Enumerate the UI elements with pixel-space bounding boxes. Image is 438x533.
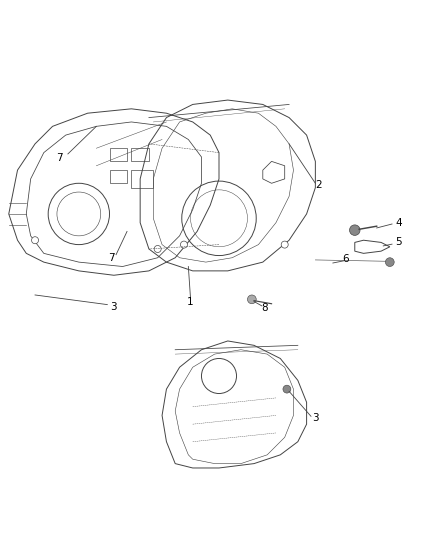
Text: 5: 5 bbox=[395, 237, 402, 247]
Text: 2: 2 bbox=[315, 181, 322, 190]
Text: 7: 7 bbox=[56, 153, 63, 163]
Text: 3: 3 bbox=[110, 302, 117, 312]
Circle shape bbox=[350, 225, 360, 236]
Circle shape bbox=[283, 385, 291, 393]
Text: 3: 3 bbox=[312, 414, 319, 424]
Circle shape bbox=[154, 246, 161, 253]
Circle shape bbox=[247, 295, 256, 304]
Text: 6: 6 bbox=[343, 254, 350, 264]
Text: 1: 1 bbox=[187, 296, 194, 306]
Circle shape bbox=[180, 241, 187, 248]
Text: 7: 7 bbox=[108, 253, 115, 263]
Circle shape bbox=[32, 237, 39, 244]
Text: 4: 4 bbox=[395, 217, 402, 228]
Circle shape bbox=[385, 258, 394, 266]
Text: 8: 8 bbox=[261, 303, 268, 313]
Circle shape bbox=[281, 241, 288, 248]
